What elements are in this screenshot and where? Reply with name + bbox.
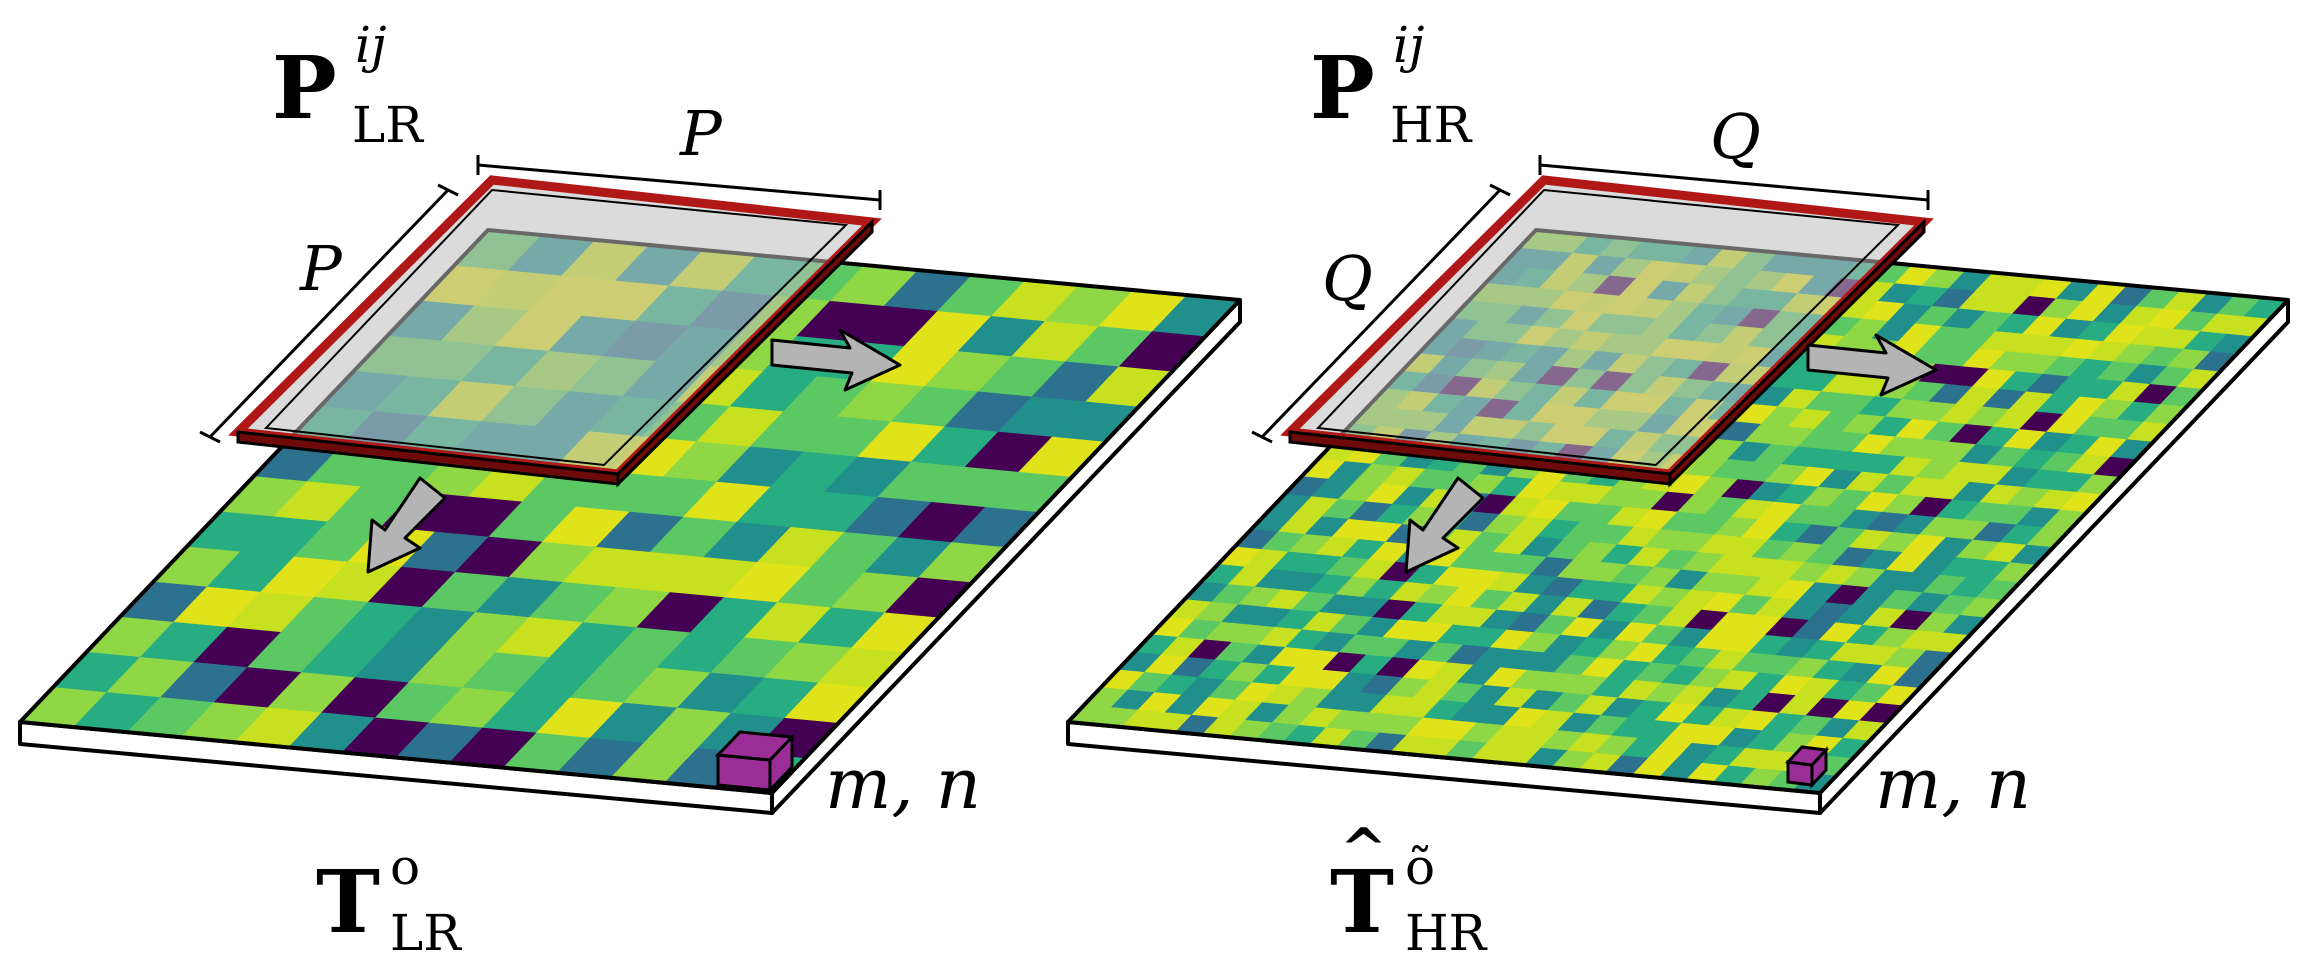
right-tensor-hat: ^ (1340, 816, 1387, 882)
right-side-label-a: Q (1322, 242, 1373, 315)
right-patch-label-sub: HR (1390, 96, 1473, 154)
left-side-label-a: P (299, 232, 343, 305)
right-tensor-label-sub: HR (1405, 904, 1488, 962)
right-dimension-lines (1251, 155, 1930, 444)
right-panel: P ij HR Q Q m, n T ^ õ HR (1066, 16, 2290, 962)
right-tensor-label-sup: õ (1405, 838, 1435, 896)
left-arrow-right (770, 328, 902, 392)
right-cell-label: m, n (1875, 743, 2031, 825)
left-patch-label-sup: ij (355, 16, 387, 74)
left-patch-label-main: P (272, 38, 337, 139)
left-tensor-label-sup: o (390, 838, 420, 896)
left-tensor-label-sub: LR (390, 904, 462, 962)
right-arrow-right (1806, 333, 1938, 397)
left-tensor-label-main: T (316, 852, 380, 953)
right-patch-label-main: P (1310, 38, 1375, 139)
left-patch-frame (228, 175, 882, 488)
right-side-label-b: Q (1710, 100, 1761, 173)
left-dimension-lines (199, 155, 882, 444)
left-arrow-down (366, 476, 447, 574)
left-side-label-b: P (679, 97, 723, 170)
right-cell-cube (1784, 745, 1830, 789)
right-patch-label-sup: ij (1393, 16, 1425, 74)
left-panel: P ij LR P P m, n T o LR (18, 16, 1242, 962)
right-patch-frame (1280, 175, 1934, 488)
left-cell-label: m, n (825, 743, 981, 825)
right-tensor-label-main: T (1330, 852, 1394, 953)
left-patch-label-sub: LR (352, 96, 424, 154)
right-arrow-down (1404, 476, 1485, 574)
left-cell-cube (714, 730, 796, 794)
